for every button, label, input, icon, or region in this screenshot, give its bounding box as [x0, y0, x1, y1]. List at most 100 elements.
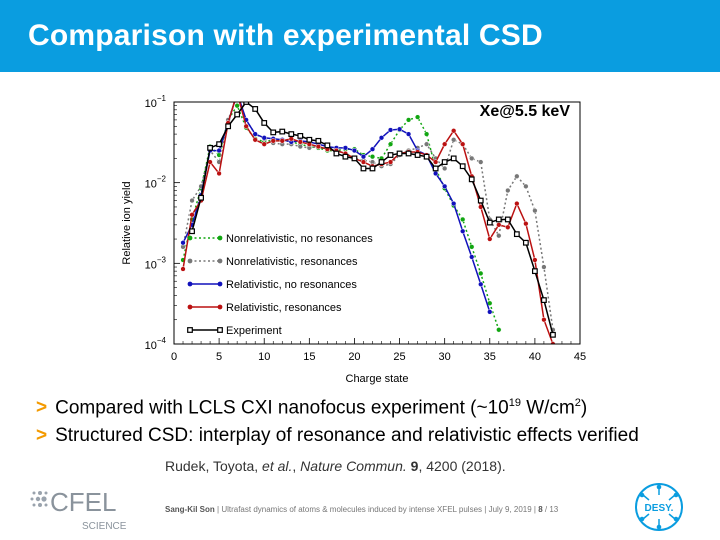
data-point-relativistic-resonances: [288, 136, 294, 142]
legend-label-nonrelativistic-no-resonances: Nonrelativistic, no resonances: [226, 233, 373, 245]
footer-page: 8: [538, 505, 543, 514]
data-point-experiment: [216, 141, 223, 148]
x-tick-label: 20: [348, 351, 360, 363]
data-point-experiment: [189, 228, 195, 235]
citation-rest: , 4200 (2018).: [418, 458, 506, 474]
data-point-experiment: [315, 137, 322, 144]
data-point-relativistic-no-resonances: [469, 254, 475, 260]
x-tick-label: 5: [216, 351, 222, 363]
x-tick-label: 10: [258, 351, 270, 363]
data-point-experiment: [432, 165, 439, 172]
data-point-nonrelativistic-resonances: [469, 155, 475, 162]
data-point-relativistic-resonances: [261, 141, 267, 147]
data-point-experiment: [207, 144, 213, 151]
plot-frame: [173, 101, 581, 345]
data-point-relativistic-no-resonances: [342, 145, 349, 151]
data-point-relativistic-resonances: [180, 266, 186, 272]
data-point-nonrelativistic-no-resonances: [369, 154, 376, 160]
data-point-relativistic-resonances: [235, 90, 240, 95]
legend-label-relativistic-resonances: Relativistic, resonances: [226, 302, 342, 314]
data-point-relativistic-resonances: [541, 317, 547, 323]
data-point-experiment: [423, 153, 430, 160]
data-point-nonrelativistic-no-resonances: [460, 216, 466, 223]
y-axis-label: Relative ion yield: [121, 181, 133, 264]
data-point-relativistic-no-resonances: [387, 127, 394, 133]
data-point-experiment: [270, 129, 277, 136]
data-point-experiment: [459, 163, 466, 170]
x-tick-label: 30: [439, 351, 451, 363]
bullet-2-text: Structured CSD: interplay of resonance a…: [55, 425, 639, 446]
data-point-experiment: [351, 155, 358, 162]
x-tick-label: 35: [484, 351, 496, 363]
legend-marker-relativistic-no-resonances: [217, 281, 223, 287]
y-tick-label: 10−3: [145, 255, 167, 271]
title-bar: Comparison with experimental CSD: [0, 0, 720, 72]
ion-yield-chart: 10−1 10−2 10−3 10−4 0 5 10 15 20 25 30 35 40 45 Charge…: [121, 90, 586, 385]
data-point-relativistic-no-resonances: [235, 90, 240, 95]
legend-marker-experiment: [217, 327, 223, 333]
data-point-relativistic-no-resonances: [216, 147, 222, 154]
data-point-nonrelativistic-resonances: [423, 141, 430, 147]
bullet-2: > Structured CSD: interplay of resonance …: [36, 425, 639, 447]
bullet-marker: >: [36, 397, 48, 419]
legend-marker-nonrelativistic-no-resonances: [217, 235, 223, 241]
data-point-experiment: [324, 142, 331, 149]
plot-area: [180, 90, 556, 344]
data-point-nonrelativistic-no-resonances: [496, 327, 502, 333]
data-point-relativistic-no-resonances: [396, 126, 403, 132]
data-point-experiment: [333, 150, 340, 157]
legend-label-experiment: Experiment: [226, 325, 282, 337]
citation-etal: et al.: [262, 458, 293, 474]
data-point-relativistic-no-resonances: [478, 281, 484, 287]
data-point-relativistic-resonances: [387, 159, 394, 165]
data-point-experiment: [414, 152, 421, 158]
cfel-logo-text: CFEL: [50, 487, 116, 517]
data-point-relativistic-no-resonances: [351, 147, 358, 154]
legend-marker-relativistic-resonances: [187, 304, 193, 310]
data-point-experiment: [261, 120, 268, 126]
series-line-relativistic-resonances: [182, 102, 554, 344]
data-point-experiment: [288, 131, 295, 138]
data-point-experiment: [531, 268, 538, 275]
data-point-experiment: [360, 165, 367, 172]
x-tick-label: 45: [574, 351, 586, 363]
data-point-nonrelativistic-resonances: [505, 187, 511, 194]
bullet-1-unit: W/cm: [520, 397, 575, 419]
data-point-relativistic-resonances: [460, 141, 466, 147]
data-point-relativistic-resonances: [514, 200, 520, 207]
citation-journal: Nature Commun.: [300, 458, 407, 474]
data-point-experiment: [441, 159, 448, 165]
legend-marker-nonrelativistic-no-resonances: [187, 235, 193, 241]
bullet-1-unit-exponent: 2: [574, 397, 581, 409]
data-point-relativistic-resonances: [270, 138, 276, 144]
data-point-nonrelativistic-no-resonances: [234, 103, 240, 109]
data-point-experiment: [541, 297, 547, 304]
footer-author: Sang-Kil Son: [165, 505, 215, 514]
bullet-1-exponent: 19: [508, 397, 521, 409]
cfel-logo-icon: CFEL SCIENCE: [30, 487, 127, 532]
data-point-experiment: [504, 216, 511, 223]
x-tick-label: 25: [393, 351, 405, 363]
y-tick-label: 10−4: [145, 336, 167, 352]
data-point-relativistic-resonances: [297, 139, 303, 145]
data-point-experiment: [306, 136, 313, 143]
y-tick-label: 10−1: [145, 94, 167, 110]
legend-label-nonrelativistic-resonances: Nonrelativistic, resonances: [226, 256, 358, 268]
data-point-experiment: [342, 153, 349, 160]
series-line-nonrelativistic-no-resonances: [182, 104, 500, 331]
data-point-relativistic-resonances: [252, 137, 258, 143]
data-point-experiment: [234, 111, 241, 118]
citation-sep: ,: [292, 458, 301, 474]
data-point-relativistic-resonances: [451, 128, 457, 134]
data-point-experiment: [297, 132, 304, 139]
footer-date: July 9, 2019: [488, 505, 532, 514]
data-point-nonrelativistic-resonances: [496, 233, 502, 239]
data-point-experiment: [279, 128, 286, 135]
data-point-relativistic-resonances: [496, 222, 502, 228]
x-axis-label: Charge state: [346, 373, 409, 385]
legend-marker-nonrelativistic-resonances: [187, 258, 193, 264]
data-point-relativistic-resonances: [442, 141, 448, 147]
data-point-nonrelativistic-resonances: [532, 207, 538, 214]
data-point-nonrelativistic-no-resonances: [469, 244, 475, 250]
data-point-experiment: [396, 150, 403, 157]
